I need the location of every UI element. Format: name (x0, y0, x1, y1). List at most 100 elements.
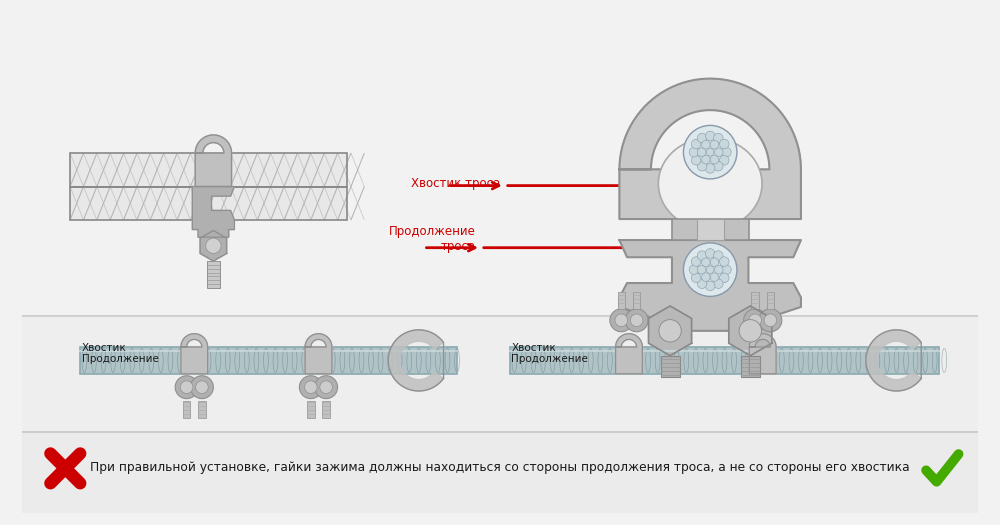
Circle shape (719, 273, 729, 282)
Circle shape (315, 376, 338, 398)
Circle shape (691, 155, 701, 165)
Circle shape (744, 309, 767, 332)
Polygon shape (749, 334, 776, 374)
Bar (633, 292, 640, 309)
Polygon shape (729, 306, 772, 355)
Circle shape (749, 314, 761, 327)
Ellipse shape (658, 138, 762, 229)
Circle shape (714, 279, 723, 289)
Bar (80, 347, 457, 374)
Circle shape (719, 155, 729, 165)
Circle shape (702, 155, 710, 164)
Polygon shape (305, 334, 332, 374)
Circle shape (710, 140, 719, 149)
Polygon shape (200, 230, 227, 261)
Polygon shape (649, 306, 692, 355)
Text: Хвостик троса: Хвостик троса (411, 177, 500, 190)
Polygon shape (619, 240, 801, 331)
Circle shape (196, 381, 208, 393)
Bar (22, 316, 978, 513)
Text: Продолжение: Продолжение (511, 353, 588, 363)
Bar (207, 261, 220, 288)
Bar (510, 347, 939, 374)
Circle shape (710, 273, 719, 281)
Bar (661, 355, 680, 376)
Circle shape (705, 281, 715, 291)
Bar (618, 292, 625, 309)
Circle shape (714, 265, 723, 274)
Circle shape (705, 164, 715, 173)
Circle shape (659, 320, 681, 342)
Circle shape (175, 376, 198, 398)
Bar (510, 347, 939, 374)
Bar (70, 186, 347, 220)
Circle shape (739, 320, 761, 342)
Circle shape (705, 131, 715, 141)
Circle shape (206, 238, 221, 254)
Bar (322, 401, 330, 418)
Text: При правильной установке, гайки зажима должны находиться со стороны продолжения : При правильной установке, гайки зажима д… (90, 461, 910, 474)
Circle shape (719, 139, 729, 149)
Circle shape (320, 381, 332, 393)
Circle shape (697, 162, 707, 171)
Circle shape (759, 309, 782, 332)
Circle shape (691, 257, 701, 266)
Circle shape (722, 265, 731, 275)
Circle shape (719, 257, 729, 266)
Circle shape (702, 273, 710, 281)
Text: Продолжение
троса: Продолжение троса (389, 225, 476, 253)
Circle shape (691, 273, 701, 282)
Circle shape (190, 376, 213, 398)
Text: Продолжение: Продолжение (82, 353, 158, 363)
Polygon shape (866, 330, 921, 391)
Circle shape (764, 314, 777, 327)
Polygon shape (619, 79, 801, 219)
Bar (697, 219, 724, 240)
Polygon shape (192, 186, 234, 237)
Circle shape (299, 376, 322, 398)
Bar (198, 401, 206, 418)
Polygon shape (616, 334, 642, 374)
Bar (307, 401, 315, 418)
Circle shape (714, 162, 723, 171)
Circle shape (625, 309, 648, 332)
Circle shape (610, 309, 633, 332)
Circle shape (706, 266, 714, 274)
Text: Хвостик: Хвостик (511, 343, 556, 353)
Circle shape (710, 258, 719, 267)
Bar (70, 186, 347, 220)
Circle shape (705, 249, 715, 258)
Circle shape (689, 265, 699, 275)
Circle shape (697, 279, 707, 289)
Circle shape (691, 139, 701, 149)
Circle shape (305, 381, 317, 393)
Polygon shape (195, 135, 232, 186)
Bar (751, 292, 759, 309)
Circle shape (714, 251, 723, 260)
Circle shape (697, 265, 706, 274)
Bar (80, 347, 457, 374)
Circle shape (722, 148, 731, 157)
Circle shape (683, 125, 737, 179)
Circle shape (683, 243, 737, 297)
Bar (767, 292, 774, 309)
Circle shape (706, 149, 714, 156)
Circle shape (702, 258, 710, 267)
Circle shape (697, 148, 706, 156)
Circle shape (689, 148, 699, 157)
Bar (672, 219, 749, 240)
Polygon shape (181, 334, 208, 374)
Bar (70, 153, 347, 186)
Circle shape (714, 148, 723, 156)
Text: Хвостик: Хвостик (82, 343, 126, 353)
Circle shape (697, 251, 707, 260)
Bar (70, 153, 347, 186)
Circle shape (697, 133, 707, 143)
Circle shape (702, 140, 710, 149)
Circle shape (630, 314, 643, 327)
Bar (183, 401, 190, 418)
Circle shape (714, 133, 723, 143)
Circle shape (710, 155, 719, 164)
Circle shape (615, 314, 628, 327)
Bar (741, 355, 760, 376)
